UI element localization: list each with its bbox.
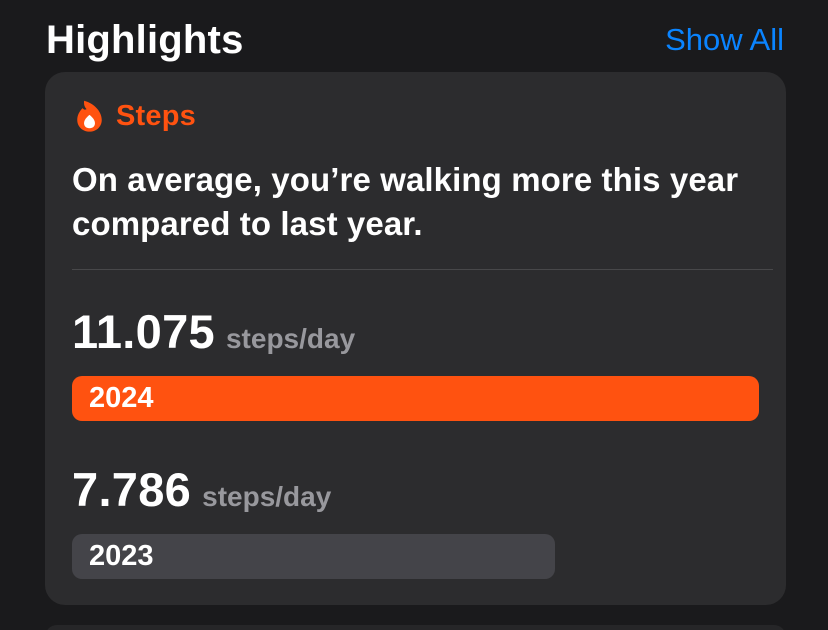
show-all-link[interactable]: Show All [665, 22, 784, 57]
highlights-header: Highlights Show All [0, 0, 828, 70]
metric-row-2023: 7.786 steps/day [72, 462, 759, 517]
flame-icon [77, 100, 102, 132]
metric-value-2023: 7.786 [72, 462, 192, 516]
bar-label-2023: 2023 [89, 539, 154, 572]
bar-2024: 2024 [72, 375, 759, 421]
metric-row-2024: 11.075 steps/day [72, 304, 759, 359]
bar-2023: 2023 [72, 533, 555, 579]
bar-label-2024: 2024 [89, 381, 154, 414]
divider [72, 268, 773, 270]
page-title: Highlights [46, 17, 244, 62]
next-card-peek[interactable] [45, 625, 786, 630]
card-header: Steps [72, 99, 759, 134]
metric-unit-2023: steps/day [202, 480, 332, 512]
metric-value-2024: 11.075 [72, 304, 215, 358]
steps-highlight-card[interactable]: Steps On average, you’re walking more th… [45, 72, 786, 605]
category-label: Steps [116, 100, 196, 132]
highlight-description: On average, you’re walking more this yea… [72, 161, 739, 242]
metric-unit-2024: steps/day [225, 322, 356, 354]
